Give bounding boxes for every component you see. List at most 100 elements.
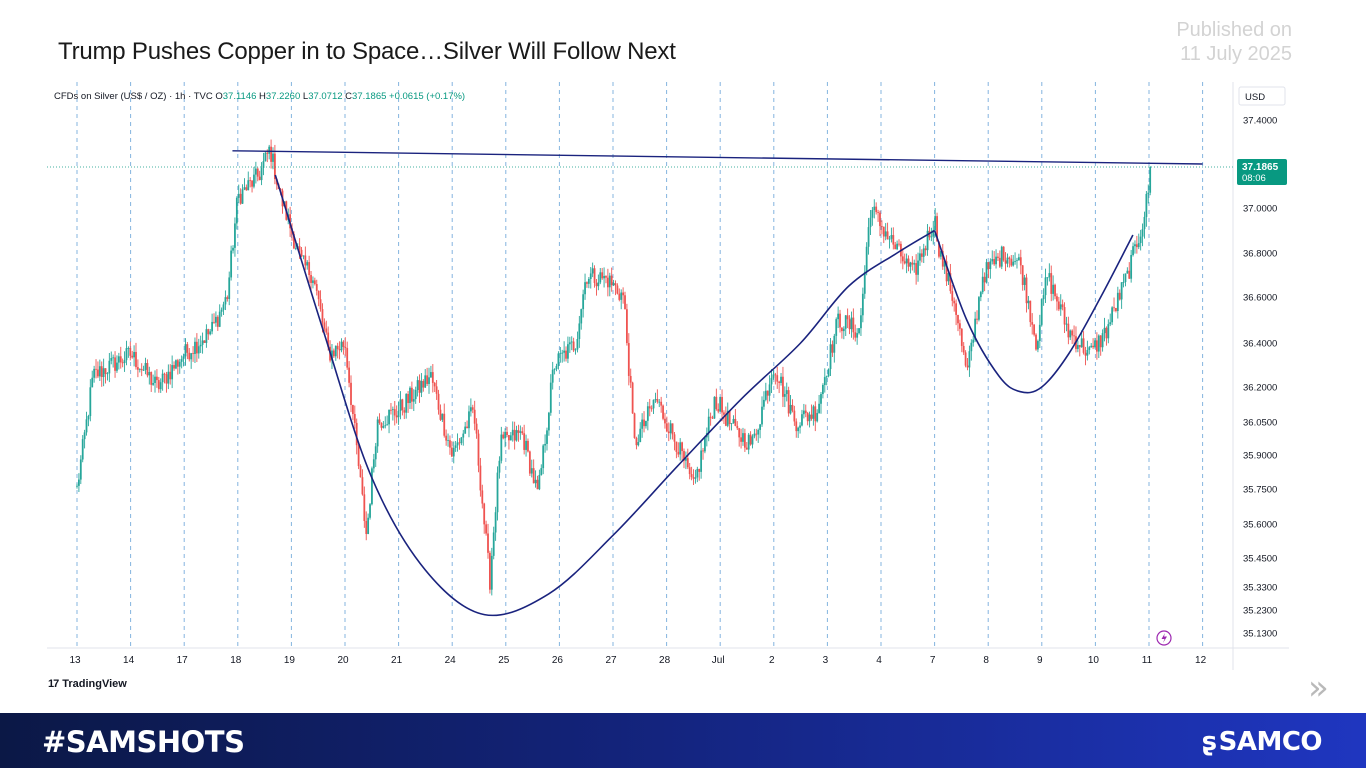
candle-body [595, 282, 598, 287]
candle-body [1014, 261, 1016, 262]
candle-body [810, 414, 813, 419]
candle-body [1048, 273, 1051, 278]
candle-body [357, 445, 360, 467]
candle-body [469, 407, 472, 412]
candle-body [521, 431, 524, 434]
candle-body [970, 342, 973, 352]
candle-body [481, 490, 484, 504]
candle-body [957, 314, 959, 324]
candle-body [426, 375, 429, 384]
candle-body [593, 268, 596, 283]
candle-body [508, 434, 510, 441]
candle-body [1120, 282, 1123, 300]
candle-body [536, 479, 539, 490]
x-tick-label: 28 [659, 655, 671, 666]
candle-body [100, 366, 103, 378]
candle-body [1141, 229, 1144, 237]
candle-body [304, 255, 307, 266]
candle-body [656, 398, 659, 402]
candle-body [1069, 330, 1072, 338]
candle-body [913, 263, 916, 265]
resistance-line [232, 150, 1203, 165]
y-tick-label: 36.2000 [1243, 383, 1277, 394]
chevron-double-right-icon[interactable]: » [1308, 668, 1329, 708]
candle-body [456, 442, 459, 446]
candle-body [388, 409, 390, 425]
candle-body [679, 442, 682, 455]
candle-body [108, 360, 111, 374]
candle-body [1107, 324, 1110, 339]
candle-body [920, 253, 923, 257]
candle-body [254, 168, 257, 175]
candle-body [1130, 254, 1133, 279]
candle-body [743, 433, 746, 448]
candle-body [386, 424, 389, 426]
candle-body [763, 399, 765, 407]
candle-body [95, 368, 97, 370]
candle-body [612, 283, 615, 286]
candle-body [106, 373, 109, 375]
candle-body [112, 357, 115, 359]
ohlc-l-label: L [303, 91, 308, 102]
last-price-box [1237, 158, 1287, 185]
candle-body [449, 440, 451, 448]
candle-body [258, 176, 261, 181]
candle-body [766, 390, 769, 396]
candle-body [369, 504, 371, 518]
candle-body [323, 322, 326, 329]
candle-body [273, 153, 276, 180]
candle-body [570, 341, 573, 343]
candle-body [873, 206, 876, 211]
candle-body [527, 440, 529, 452]
candle-body [203, 340, 206, 343]
candle-body [152, 382, 155, 385]
candle-body [1078, 345, 1081, 348]
price-chart[interactable]: 13 14 17 18 19 20 21 24 25 26 27 28 Jul 2 3 4 7 8 9 10 11 12 3… [47, 82, 1289, 670]
candle-body [344, 346, 347, 349]
candle-body [888, 238, 891, 240]
candle-body [346, 348, 349, 368]
candle-body [401, 399, 404, 411]
candle-body [1065, 323, 1068, 325]
candle-body [993, 259, 996, 265]
candle-body [662, 405, 664, 419]
x-tick-label: 13 [69, 655, 81, 666]
candle-body [1056, 296, 1058, 302]
candle-body [549, 382, 552, 413]
candle-body [943, 261, 946, 267]
candle-body [654, 398, 657, 400]
candle-body [584, 282, 586, 295]
candle-body [110, 357, 113, 361]
candle-body [97, 369, 99, 377]
candle-body [551, 369, 554, 383]
chart-canvas[interactable]: 13 14 17 18 19 20 21 24 25 26 27 28 Jul 2 3 4 7 8 9 10 11 12 3… [47, 82, 1289, 670]
candle-body [867, 227, 870, 247]
candle-body [471, 407, 474, 410]
candle-body [437, 393, 440, 410]
candle-body [336, 345, 339, 350]
x-tick-label: 26 [552, 655, 564, 666]
tradingview-label: TradingView [62, 678, 127, 690]
candle-body [1080, 338, 1083, 348]
candle-body [116, 362, 118, 371]
candle-body [1088, 347, 1091, 350]
candle-body [576, 338, 579, 350]
candle-body [308, 262, 311, 276]
y-tick-label: 35.9000 [1243, 451, 1277, 462]
candle-body [854, 332, 857, 338]
candle-body [635, 437, 638, 446]
candle-body [603, 275, 605, 279]
candle-body [650, 408, 653, 410]
candle-body [801, 414, 803, 426]
candle-body [445, 435, 448, 441]
candle-body [272, 153, 274, 162]
candle-body [121, 362, 124, 364]
page-title: Trump Pushes Copper in to Space…Silver W… [58, 38, 676, 65]
candle-body [1031, 322, 1034, 325]
candle-body [892, 235, 895, 245]
x-tick-label: 4 [876, 655, 882, 666]
x-tick-label: Jul [712, 655, 725, 666]
candle-body [412, 399, 415, 402]
candle-body [886, 231, 889, 239]
candle-body [608, 275, 611, 288]
